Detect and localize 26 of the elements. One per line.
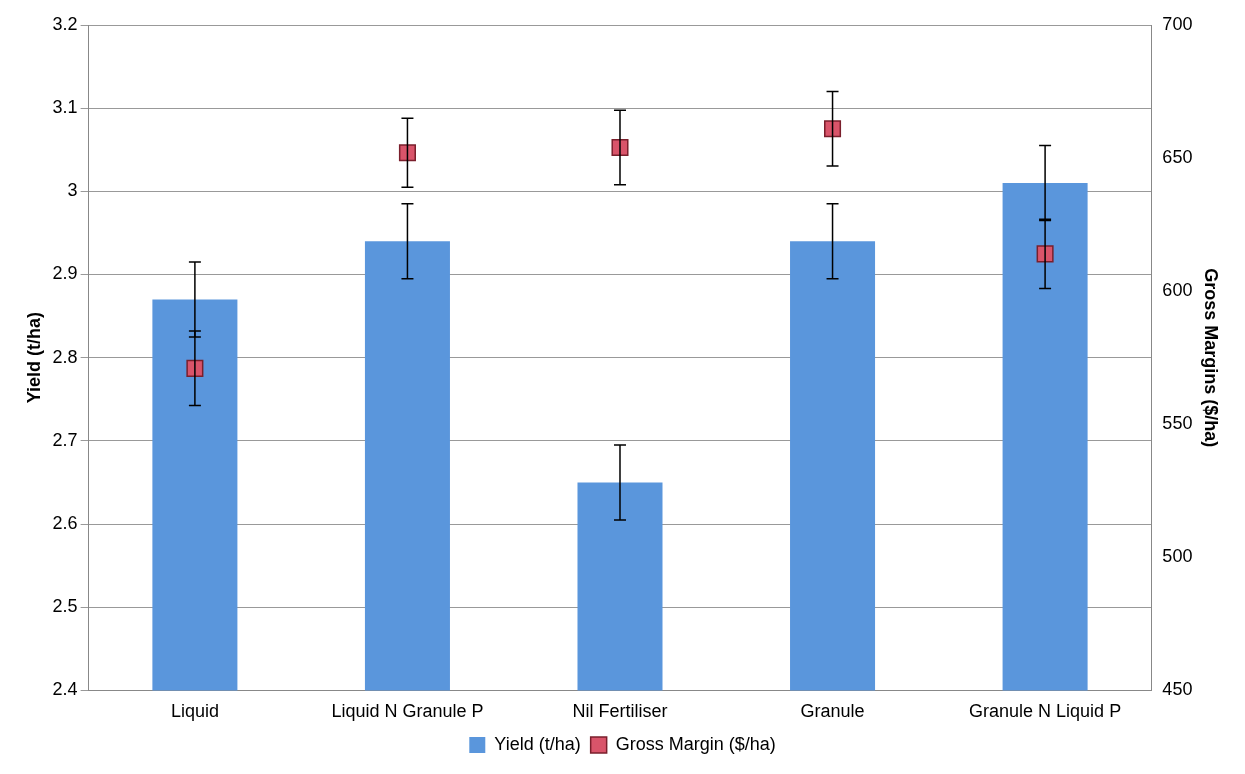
y-tick-label: 2.6 [52, 513, 78, 534]
y-tick-label: 2.4 [52, 679, 78, 700]
x-tick-label: Granule [800, 701, 865, 722]
point [398, 144, 416, 162]
x-tick-label: Nil Fertiliser [572, 701, 668, 722]
legend-label: Yield (t/ha) [494, 733, 581, 754]
y-tick-label: 3 [67, 180, 78, 201]
x-tick-label: Liquid [170, 701, 219, 722]
y2-tick-label: 600 [1162, 280, 1193, 301]
y-axis-title: Yield (t/ha) [23, 312, 44, 404]
y-tick-label: 3.1 [52, 97, 78, 118]
x-tick-label: Liquid N Granule P [331, 701, 484, 722]
y2-tick-label: 500 [1162, 546, 1193, 567]
x-tick-label: Granule N Liquid P [969, 701, 1122, 722]
y2-tick-label: 550 [1162, 413, 1193, 434]
legend-label: Gross Margin ($/ha) [615, 733, 776, 754]
y2-tick-label: 700 [1162, 13, 1193, 34]
y2-tick-label: 450 [1162, 679, 1193, 700]
point [824, 120, 842, 138]
y-tick-label: 2.5 [52, 596, 78, 617]
y-tick-label: 3.2 [52, 13, 78, 34]
y-tick-label: 2.9 [52, 263, 78, 284]
y2-tick-label: 650 [1162, 147, 1193, 168]
y-tick-label: 2.8 [52, 346, 78, 367]
y2-axis-title: Gross Margins ($/ha) [1201, 268, 1222, 448]
y-tick-label: 2.7 [52, 429, 78, 450]
